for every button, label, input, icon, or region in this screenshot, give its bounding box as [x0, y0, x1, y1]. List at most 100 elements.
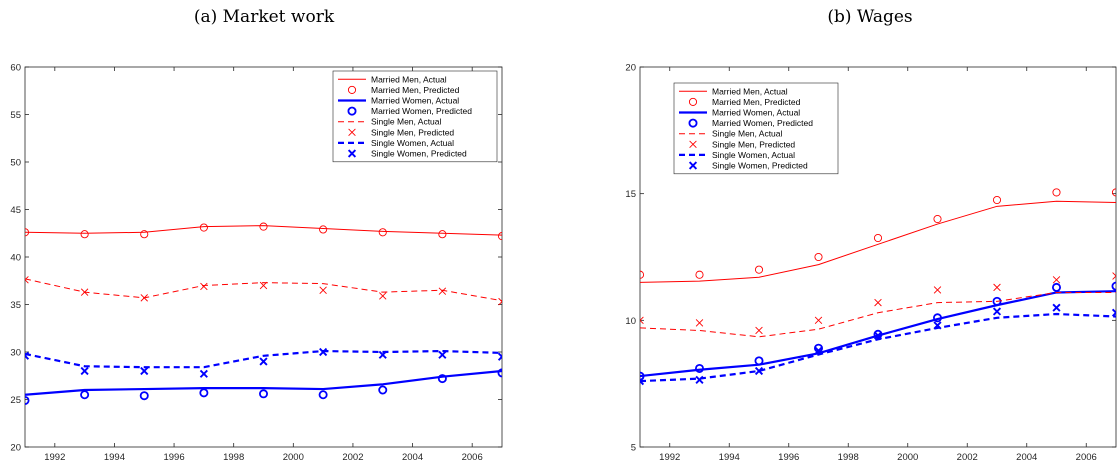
panel-a-x-tick-label: 1994 — [104, 452, 125, 463]
panel-a-x-tick-label: 2000 — [283, 452, 304, 463]
panel-a-legend-label: Single Women, Predicted — [371, 149, 467, 159]
panel-b-legend-item: Single Men, Predicted — [689, 139, 795, 149]
panel-b-legend-swatch-marker — [689, 140, 697, 149]
panel-a-legend-swatch-marker — [347, 149, 357, 158]
panel-b-series-single-women-predicted-marker — [1111, 308, 1116, 317]
panel-a-legend-item: Single Men, Actual — [338, 117, 442, 127]
panel-a-legend-item: Married Women, Predicted — [347, 106, 472, 116]
panel-b-series-single-men-predicted-marker — [933, 286, 942, 294]
panel-a-series-single-women-predicted-marker — [319, 347, 328, 357]
panel-b-legend-box — [673, 82, 839, 175]
panel-a-series-single-women-actual-line — [25, 349, 502, 369]
panel-b-series-married-men-predicted-marker — [814, 252, 823, 262]
panel-b-series-single-men-predicted-marker — [1052, 276, 1061, 284]
panel-a-series-married-men-predicted-marker — [378, 228, 387, 237]
panel-a-series-single-men-predicted-marker — [438, 287, 447, 295]
panel-a-series-single-men-predicted-marker — [25, 276, 29, 284]
panel-b-legend-label: Single Women, Predicted — [712, 161, 808, 171]
panel-a-series-single-women-predicted-marker — [199, 369, 208, 378]
panel-b-series-single-women-predicted-marker — [873, 331, 883, 340]
panel-a-series-single-men-predicted-marker — [200, 282, 208, 291]
panel-b-legend-item: Married Men, Actual — [679, 86, 788, 96]
panel-b-legend-item: Single Women, Actual — [679, 150, 795, 160]
panel-a-series-married-women-predicted-marker — [437, 374, 447, 384]
panel-b-legend-label: Single Women, Actual — [712, 150, 795, 160]
panel-b-series-married-men-predicted-marker — [640, 270, 645, 279]
panel-b-y-tick-label: 10 — [625, 316, 636, 327]
panel-a-x-tick-label: 1992 — [44, 452, 65, 463]
panel-b-y-tick-label: 5 — [631, 443, 636, 454]
panel-a-series-married-women-predicted-marker — [80, 390, 90, 400]
panel-a-x-tick-label: 2006 — [462, 452, 483, 463]
panel-a-y-tick-label: 25 — [10, 395, 21, 406]
panel-a-series-married-men-actual-line — [25, 225, 502, 236]
panel-a-y-tick-label: 30 — [10, 348, 21, 359]
panel-b-wages: 1992 1994 1996 1998 2000 2002 2004 2006 5 10 15 20 M… — [625, 63, 1117, 463]
panel-a-series-married-men-predicted-marker — [199, 223, 208, 232]
panel-b-series-single-women-predicted-marker — [992, 307, 1002, 316]
panel-b-series-single-men-predicted-marker — [814, 316, 823, 325]
panel-b-series-married-women-actual-line — [640, 290, 1116, 378]
panel-b-series-single-men-predicted-marker — [1112, 272, 1116, 280]
panel-b-series-married-men-predicted-marker — [1111, 188, 1116, 197]
panel-b-x-tick-label: 2006 — [1076, 452, 1097, 463]
panel-a-series-married-men-predicted-marker — [438, 230, 447, 239]
panel-b-series-single-men-predicted-marker — [695, 319, 704, 327]
panel-a-series-married-women-predicted-marker — [378, 385, 388, 395]
panel-a-series-married-women-predicted-marker — [139, 391, 149, 401]
panel-a-series-single-women-predicted-marker — [438, 350, 447, 359]
panel-b-legend-swatch-marker — [688, 118, 698, 128]
panel-b-x-tick-label: 2000 — [897, 452, 918, 463]
panel-b-series-married-men-predicted-marker — [992, 195, 1002, 205]
panel-b-x-tick-label: 2002 — [957, 452, 978, 463]
panel-b-legend-label: Single Men, Actual — [712, 129, 783, 139]
panel-b-series-married-men-predicted-marker — [873, 233, 883, 243]
panel-b-series-married-men-actual-line — [640, 200, 1116, 283]
panel-b-series-married-women-predicted-marker — [754, 356, 764, 366]
panel-b-legend-item: Single Men, Actual — [679, 129, 783, 139]
panel-b-legend-label: Married Women, Predicted — [712, 118, 813, 128]
panel-a-series-single-men-predicted-marker — [379, 292, 387, 300]
panel-a-legend-label: Single Men, Actual — [371, 117, 442, 127]
panel-b-series-single-women-predicted-marker — [814, 346, 823, 355]
panel-b-series-married-women-predicted-marker — [992, 296, 1002, 306]
panel-b-series-single-women-predicted-marker — [640, 377, 645, 386]
panel-b-legend-swatch-marker — [688, 161, 698, 170]
panel-b-legend-item: Single Women, Predicted — [688, 161, 808, 171]
panel-a-x-tick-label: 2004 — [402, 452, 423, 463]
panel-a-series-single-women-predicted-marker — [497, 352, 502, 361]
panel-a-series-married-men-predicted-marker — [25, 228, 30, 237]
panel-a-series-married-men-predicted-marker — [80, 230, 89, 239]
panel-a-y-tick-label: 60 — [10, 63, 21, 74]
panel-a-y-tick-label: 45 — [10, 205, 21, 216]
panel-b-legend-label: Married Men, Predicted — [712, 97, 801, 107]
panel-b-legend-label: Single Men, Predicted — [712, 139, 795, 149]
panel-a-series-married-women-predicted-marker — [497, 368, 502, 378]
panel-b-series-married-men-predicted-marker — [933, 214, 942, 224]
panel-a-market-work: 1992 1994 1996 1998 2000 2002 2004 2006 20 25 30 35… — [10, 63, 503, 463]
panel-a-legend-label: Married Men, Predicted — [371, 85, 460, 95]
panel-a-legend-swatch-marker — [347, 106, 357, 116]
panel-b-series-single-men-predicted-marker — [640, 316, 644, 325]
panel-a-legend-label: Single Men, Predicted — [371, 127, 454, 137]
panel-b-legend-item: Married Women, Actual — [679, 108, 800, 118]
panel-b-series-married-women-predicted-marker — [933, 313, 943, 323]
panel-b-legend-item: Married Men, Predicted — [688, 97, 801, 107]
panel-a-series-married-men-predicted-marker — [259, 222, 268, 231]
panel-b-x-tick-label: 1996 — [778, 452, 799, 463]
panel-b-series-single-men-predicted-marker — [874, 298, 882, 307]
panel-a-legend-label: Married Women, Predicted — [371, 106, 472, 116]
panel-b-x-tick-label: 1994 — [719, 452, 740, 463]
panel-a-title: (a) Market work — [194, 7, 335, 27]
panel-a-series-single-women-predicted-marker — [378, 350, 387, 359]
panel-b-series-single-men-predicted-marker — [755, 326, 763, 335]
panel-b-series-married-men-predicted-marker — [754, 265, 764, 274]
panel-b-series-single-women-actual-line — [640, 312, 1116, 383]
panel-b-series-single-women-predicted-marker — [1052, 303, 1061, 312]
panel-a-legend-label: Married Men, Actual — [371, 74, 447, 84]
panel-a-series-married-men-predicted-marker — [497, 232, 502, 241]
panel-a-y-tick-label: 20 — [10, 443, 21, 454]
panel-a-legend-swatch-marker — [348, 128, 356, 137]
panel-b-series-married-women-predicted-marker — [873, 329, 883, 339]
